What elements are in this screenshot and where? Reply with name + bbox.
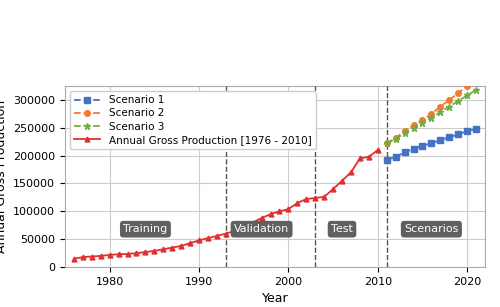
Scenario 1 bbox=[446, 135, 452, 139]
Line: Scenario 3: Scenario 3 bbox=[383, 86, 480, 147]
Scenario 1 bbox=[464, 129, 470, 133]
X-axis label: Year: Year bbox=[262, 292, 288, 305]
Annual Gross Production [1976 - 2010] bbox=[348, 170, 354, 174]
Scenario 2 bbox=[446, 98, 452, 102]
Annual Gross Production [1976 - 2010] bbox=[268, 212, 274, 216]
Annual Gross Production [1976 - 2010] bbox=[240, 225, 246, 229]
Y-axis label: Annual Gross Production: Annual Gross Production bbox=[0, 100, 8, 253]
Annual Gross Production [1976 - 2010] bbox=[339, 179, 345, 183]
Scenario 1 bbox=[428, 142, 434, 145]
Annual Gross Production [1976 - 2010] bbox=[134, 251, 140, 255]
Scenario 2 bbox=[455, 91, 461, 95]
Annual Gross Production [1976 - 2010] bbox=[276, 209, 282, 213]
Scenario 2 bbox=[410, 123, 416, 127]
Scenario 3 bbox=[446, 105, 452, 108]
Annual Gross Production [1976 - 2010] bbox=[106, 253, 112, 257]
Scenario 3 bbox=[464, 94, 470, 97]
Scenario 3 bbox=[455, 99, 461, 103]
Scenario 1 bbox=[392, 155, 398, 159]
Scenario 1 bbox=[473, 127, 479, 131]
Annual Gross Production [1976 - 2010] bbox=[80, 255, 86, 259]
Line: Scenario 2: Scenario 2 bbox=[384, 78, 479, 146]
Scenario 3 bbox=[473, 88, 479, 92]
Scenario 2 bbox=[384, 142, 390, 145]
Annual Gross Production [1976 - 2010] bbox=[286, 207, 292, 211]
Annual Gross Production [1976 - 2010] bbox=[152, 249, 158, 253]
Scenario 2 bbox=[420, 118, 426, 122]
Line: Scenario 1: Scenario 1 bbox=[384, 126, 479, 163]
Annual Gross Production [1976 - 2010] bbox=[178, 244, 184, 248]
Text: Training: Training bbox=[124, 224, 168, 234]
Scenario 3 bbox=[384, 142, 390, 145]
Annual Gross Production [1976 - 2010] bbox=[116, 252, 121, 256]
Legend: Scenario 1, Scenario 2, Scenario 3, Annual Gross Production [1976 - 2010]: Scenario 1, Scenario 2, Scenario 3, Annu… bbox=[70, 91, 316, 149]
Scenario 2 bbox=[464, 84, 470, 88]
Scenario 3 bbox=[410, 126, 416, 130]
Scenario 3 bbox=[428, 116, 434, 119]
Annual Gross Production [1976 - 2010] bbox=[223, 232, 229, 235]
Annual Gross Production [1976 - 2010] bbox=[160, 247, 166, 251]
Scenario 3 bbox=[420, 122, 426, 125]
Annual Gross Production [1976 - 2010] bbox=[71, 257, 77, 261]
Annual Gross Production [1976 - 2010] bbox=[321, 195, 327, 199]
Scenario 3 bbox=[392, 137, 398, 141]
Scenario 3 bbox=[438, 110, 444, 114]
Annual Gross Production [1976 - 2010] bbox=[205, 236, 211, 240]
Annual Gross Production [1976 - 2010] bbox=[330, 187, 336, 191]
Scenario 3 bbox=[402, 131, 407, 135]
Scenario 1 bbox=[402, 150, 407, 154]
Annual Gross Production [1976 - 2010] bbox=[294, 201, 300, 205]
Annual Gross Production [1976 - 2010] bbox=[89, 255, 95, 258]
Annual Gross Production [1976 - 2010] bbox=[258, 216, 264, 220]
Scenario 2 bbox=[402, 129, 407, 133]
Annual Gross Production [1976 - 2010] bbox=[196, 239, 202, 242]
Text: Scenarios: Scenarios bbox=[404, 224, 458, 234]
Text: Validation: Validation bbox=[234, 224, 289, 234]
Annual Gross Production [1976 - 2010] bbox=[214, 234, 220, 238]
Scenario 1 bbox=[384, 158, 390, 162]
Annual Gross Production [1976 - 2010] bbox=[232, 229, 238, 233]
Scenario 2 bbox=[473, 79, 479, 82]
Annual Gross Production [1976 - 2010] bbox=[304, 197, 310, 201]
Scenario 2 bbox=[438, 105, 444, 108]
Annual Gross Production [1976 - 2010] bbox=[98, 254, 103, 258]
Scenario 2 bbox=[428, 112, 434, 116]
Annual Gross Production [1976 - 2010] bbox=[357, 157, 363, 160]
Scenario 1 bbox=[455, 133, 461, 136]
Scenario 1 bbox=[420, 144, 426, 147]
Annual Gross Production [1976 - 2010] bbox=[187, 241, 193, 245]
Annual Gross Production [1976 - 2010] bbox=[375, 148, 381, 152]
Line: Annual Gross Production [1976 - 2010]: Annual Gross Production [1976 - 2010] bbox=[72, 148, 380, 261]
Annual Gross Production [1976 - 2010] bbox=[366, 155, 372, 159]
Annual Gross Production [1976 - 2010] bbox=[169, 246, 175, 249]
Annual Gross Production [1976 - 2010] bbox=[124, 252, 130, 256]
Scenario 1 bbox=[410, 147, 416, 151]
Annual Gross Production [1976 - 2010] bbox=[250, 221, 256, 224]
Annual Gross Production [1976 - 2010] bbox=[142, 250, 148, 254]
Scenario 1 bbox=[438, 138, 444, 142]
Scenario 2 bbox=[392, 136, 398, 140]
Text: Test: Test bbox=[331, 224, 353, 234]
Annual Gross Production [1976 - 2010] bbox=[312, 196, 318, 200]
